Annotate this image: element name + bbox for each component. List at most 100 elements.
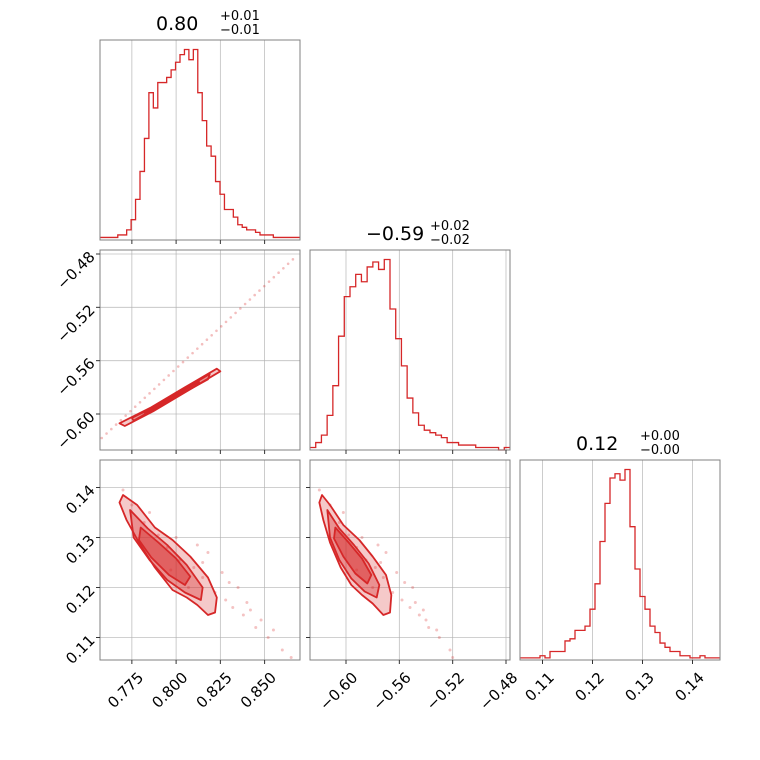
scatter-point: [282, 266, 285, 270]
panel-0-0: [99, 39, 301, 244]
scatter-point: [241, 613, 245, 617]
param-title-plus-1: +0.02: [430, 219, 470, 234]
x-tick-label: 0.13: [621, 669, 657, 705]
scatter-point: [379, 561, 383, 564]
scatter-point: [201, 576, 205, 579]
param-title-value-2: 0.12: [576, 433, 618, 455]
scatter-point: [201, 561, 205, 564]
scatter-point: [157, 383, 161, 386]
scatter-point: [206, 551, 210, 554]
histogram-2: [520, 468, 720, 659]
x-tick-label: −0.48: [476, 669, 521, 714]
scatter-point: [437, 636, 441, 639]
panel-2-1: [306, 459, 511, 664]
scatter-point: [162, 378, 166, 382]
contour-2: [143, 381, 201, 414]
scatter-point: [403, 581, 407, 584]
panel-1-1: [309, 249, 511, 454]
y-tick-label: 0.14: [62, 481, 98, 517]
scatter-point: [210, 333, 213, 337]
scatter-point: [451, 656, 455, 659]
scatter-point: [291, 258, 295, 261]
scatter-point: [411, 586, 415, 589]
x-tick-label: 0.800: [148, 669, 191, 712]
scatter-point: [266, 636, 270, 639]
scatter-point: [130, 503, 134, 507]
scatter-point: [192, 566, 196, 569]
scatter-point: [376, 543, 380, 547]
scatter-point: [224, 320, 228, 324]
scatter-point: [245, 601, 249, 604]
scatter-point: [355, 568, 359, 572]
scatter-point: [427, 626, 431, 629]
scatter-point: [337, 521, 341, 524]
y-tick-label: 0.12: [62, 581, 98, 617]
scatter-point: [229, 316, 233, 319]
scatter-point: [176, 365, 180, 368]
scatter-point: [347, 533, 351, 537]
scatter-point: [200, 342, 204, 346]
scatter-point: [248, 298, 252, 301]
scatter-point: [181, 360, 185, 364]
param-title-minus-0: −0.01: [220, 23, 260, 38]
scatter-point: [271, 628, 275, 632]
panel-2-0: [96, 459, 301, 664]
y-tick-label: −0.56: [53, 354, 98, 399]
scatter-point: [119, 418, 123, 422]
panel-frame: [519, 459, 721, 661]
scatter-point: [417, 613, 421, 617]
scatter-point: [148, 392, 151, 395]
scatter-point: [105, 432, 108, 435]
scatter-point: [133, 405, 137, 409]
scatter-point: [110, 427, 113, 431]
scatter-point: [280, 648, 284, 652]
scatter-point: [254, 626, 258, 629]
scatter-point: [341, 511, 345, 514]
scatter-point: [186, 356, 190, 359]
scatter-point: [191, 351, 194, 355]
scatter-point: [205, 338, 209, 342]
y-tick-label: −0.60: [53, 408, 98, 453]
scatter-point: [172, 369, 175, 373]
scatter-point: [220, 571, 224, 574]
scatter-point: [153, 387, 156, 391]
scatter-point: [100, 436, 104, 440]
panel-frame: [309, 249, 511, 451]
scatter-point: [373, 566, 377, 569]
scatter-point: [277, 271, 280, 275]
scatter-point: [317, 488, 321, 492]
scatter-point: [424, 618, 428, 622]
scatter-point: [143, 396, 147, 400]
scatter-point: [227, 581, 231, 584]
scatter-point: [381, 576, 385, 579]
scatter-point: [114, 423, 118, 426]
scatter-point: [186, 586, 190, 589]
x-tick-label: −0.60: [316, 669, 361, 714]
scatter-point: [196, 347, 199, 350]
scatter-point: [248, 608, 252, 612]
y-tick-label: −0.52: [53, 301, 98, 346]
x-tick-label: 0.775: [104, 669, 147, 712]
x-tick-label: 0.825: [193, 669, 236, 712]
scatter-point: [231, 606, 235, 609]
param-title-plus-2: +0.00: [640, 429, 680, 444]
scatter-point: [371, 586, 375, 589]
scatter-point: [219, 325, 223, 328]
x-tick-label: 0.12: [571, 669, 607, 705]
scatter-point: [262, 284, 266, 288]
contour-2: [138, 526, 192, 586]
x-tick-label: −0.56: [369, 669, 414, 714]
param-title-value-1: −0.59: [366, 223, 424, 245]
scatter-point: [413, 601, 417, 604]
histogram-1: [310, 258, 510, 451]
panel-2-2: [519, 459, 721, 664]
scatter-point: [239, 307, 242, 310]
scatter-point: [124, 414, 127, 417]
histogram-0: [100, 48, 300, 239]
scatter-point: [258, 289, 261, 292]
panel-frame: [309, 459, 511, 661]
scatter-point: [391, 591, 395, 594]
scatter-point: [435, 628, 439, 632]
param-title-minus-1: −0.02: [430, 233, 470, 248]
